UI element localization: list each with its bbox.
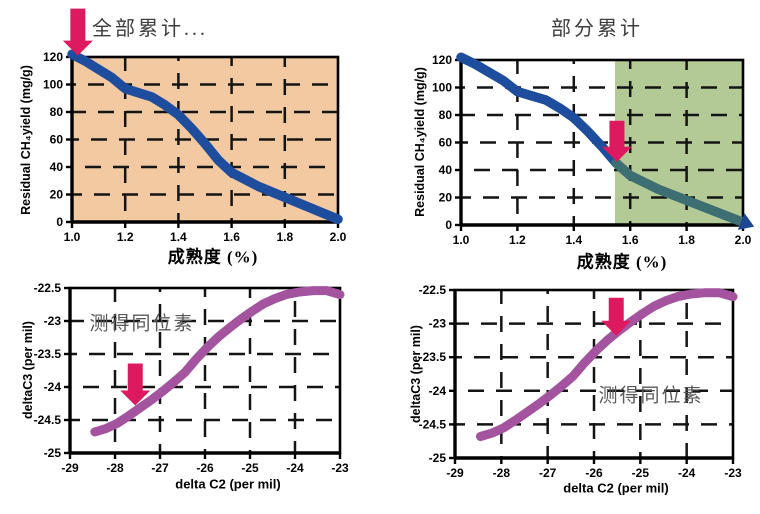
chart2-xaxis-title: 成熟度 (%): [576, 252, 668, 272]
x-tick-label: 2.0: [330, 230, 347, 244]
x-tick-label: -25: [632, 466, 650, 480]
chart2-yaxis-title: Residual CH₄yield (mg/g): [413, 67, 427, 217]
curve-end-arrowhead: [737, 213, 755, 230]
y-tick-label: 60: [50, 133, 64, 147]
chart-ch4-yield-full: 1.0 1.2 1.4 1.6 1.8 2.0 0 20 40 60 80 100 120: [43, 8, 347, 244]
chart1-xaxis-title: 成熟度 (%): [167, 247, 259, 267]
x-tick-label: 1.2: [509, 233, 526, 247]
series-deltac3-vs-deltac2: [476, 288, 738, 441]
red-marker-arrow: [62, 8, 93, 56]
y-tick-label: -25: [429, 451, 447, 465]
y-tick-label: -25: [44, 446, 62, 460]
x-tick-label: -27: [151, 461, 169, 475]
y-tick-label: 80: [439, 108, 453, 122]
x-tick-label: -24: [678, 466, 696, 480]
y-tick-label: -22.5: [34, 281, 62, 295]
y-tick-label: -24: [429, 384, 447, 398]
y-tick-label: 80: [50, 105, 64, 119]
series-residual-ch4-late: [611, 158, 748, 228]
y-tick-label: 100: [432, 81, 452, 95]
red-marker-arrow: [120, 363, 151, 406]
chart2-title: 部分累计: [551, 18, 643, 40]
chart-ch4-yield-partial: 1.0 1.2 1.4 1.6 1.8 2.0 0 20 40 60 80 100 120: [432, 52, 755, 247]
x-tick-label: 1.2: [117, 230, 134, 244]
y-tick-label: 60: [439, 136, 453, 150]
chart3-annotation: 测得同位素: [89, 313, 195, 335]
y-tick-label: 0: [56, 215, 63, 229]
y-tick-label: 40: [50, 160, 64, 174]
x-tick-label: 1.8: [276, 230, 293, 244]
y-tick-label: 20: [439, 191, 453, 205]
chart3-yaxis-title: deltaC3 (per mil): [21, 321, 35, 419]
y-tick-label: -24: [44, 380, 62, 394]
series-residual-ch4: [67, 49, 343, 225]
x-tick-label: -23: [724, 466, 742, 480]
chart-isotope-right: -29 -28 -27 -26 -25 -24 -23 -25 -24.5 -24 -23.5 -23…: [419, 283, 742, 480]
y-tick-label: 120: [432, 53, 452, 67]
x-tick-label: -28: [493, 466, 511, 480]
y-tick-label: -23: [429, 317, 447, 331]
y-tick-label: 100: [43, 78, 63, 92]
chart4-xaxis-title: delta C2 (per mil): [563, 480, 669, 496]
chart4-yaxis-title: deltaC3 (per mil): [409, 325, 423, 423]
y-tick-label: -23.5: [419, 350, 447, 364]
x-tick-label: 1.6: [223, 230, 240, 244]
chart-isotope-left: -29 -28 -27 -26 -25 -24 -23 -25 -24.5 -24 -23.5 -23…: [34, 281, 349, 475]
chart3-xaxis-title: delta C2 (per mil): [175, 476, 281, 492]
x-tick-label: -26: [585, 466, 603, 480]
y-tick-label: -22.5: [419, 283, 447, 297]
y-tick-label: -23.5: [34, 347, 62, 361]
x-tick-label: -25: [241, 461, 259, 475]
chart1-yaxis-title: Residual CH₄yield (mg/g): [19, 65, 33, 215]
y-tick-label: 40: [439, 163, 453, 177]
x-tick-label: -28: [106, 461, 124, 475]
y-tick-label: 0: [445, 218, 452, 232]
x-tick-label: -29: [446, 466, 464, 480]
series-deltac3-vs-deltac2: [90, 286, 345, 437]
y-tick-label: 120: [43, 50, 63, 64]
chart1-title: 全部累计...: [92, 18, 208, 40]
x-tick-label: -23: [331, 461, 349, 475]
x-tick-label: -26: [196, 461, 214, 475]
chart4-annotation: 测得同位素: [598, 385, 704, 407]
red-marker-arrow: [601, 120, 632, 162]
y-tick-label: -24.5: [419, 417, 447, 431]
x-tick-label: 2.0: [735, 233, 752, 247]
x-tick-label: 1.4: [170, 230, 187, 244]
series-residual-ch4-early: [456, 52, 621, 168]
x-tick-label: -29: [61, 461, 79, 475]
red-marker-arrow: [601, 297, 632, 336]
x-tick-label: -24: [286, 461, 304, 475]
x-tick-label: 1.0: [64, 230, 81, 244]
x-tick-label: 1.8: [678, 233, 695, 247]
y-tick-label: 20: [50, 188, 64, 202]
x-tick-label: 1.6: [622, 233, 639, 247]
y-tick-label: -24.5: [34, 413, 62, 427]
x-tick-label: 1.0: [453, 233, 470, 247]
y-tick-label: -23: [44, 314, 62, 328]
x-tick-label: -27: [539, 466, 557, 480]
x-tick-label: 1.4: [565, 233, 582, 247]
